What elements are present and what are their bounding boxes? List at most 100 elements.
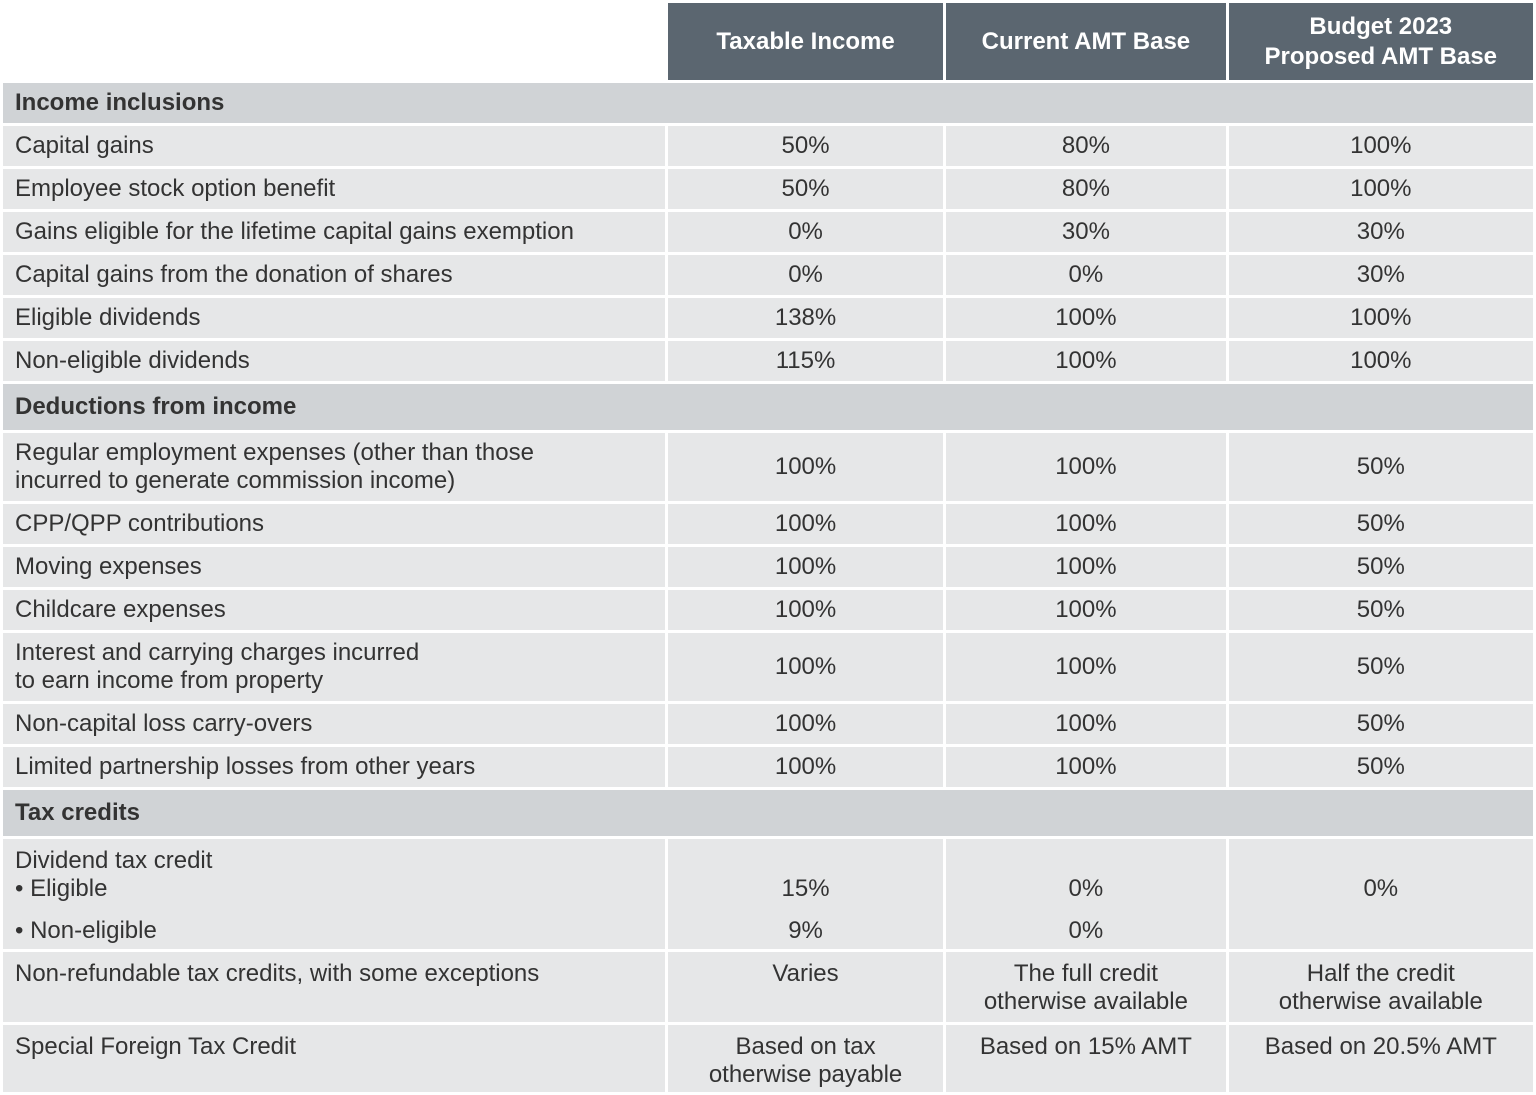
text-line: 100% — [774, 596, 837, 623]
value-cell: Based on 20.5% AMT — [1228, 1025, 1533, 1092]
sub-value: 0% — [1363, 875, 1399, 902]
value-cell: 100% — [1228, 126, 1533, 166]
text-line: 30% — [1356, 218, 1405, 245]
text-line: 50% — [1356, 510, 1405, 537]
value-cell: 50% — [1228, 547, 1533, 587]
text-line: 100% — [1055, 553, 1117, 580]
text-line: otherwise available — [983, 988, 1188, 1015]
text-line: 50% — [1356, 553, 1405, 580]
text-line: 80% — [1061, 132, 1110, 159]
sub-value: 15% — [781, 875, 830, 902]
table-row: Limited partnership losses from other ye… — [3, 747, 1533, 787]
value-cell: 100% — [946, 747, 1226, 787]
table-row: Capital gains 50% 80% 100% — [3, 126, 1533, 166]
value-cell: 100% — [667, 547, 944, 587]
text-line: to earn income from property — [15, 667, 324, 694]
text-line: 115% — [775, 347, 836, 374]
text-line: 100% — [774, 710, 837, 737]
value-cell: 50% — [1228, 704, 1533, 744]
value-cell: 0% — [667, 212, 944, 252]
header-taxable-income: Taxable Income — [667, 3, 944, 80]
text-line: Non-refundable tax credits, with some ex… — [15, 960, 540, 987]
text-line: Gains eligible for the lifetime capital … — [15, 218, 574, 245]
section-row: Tax credits — [3, 790, 1533, 836]
text-line: CPP/QPP contributions — [15, 510, 265, 537]
table-row: Capital gains from the donation of share… — [3, 255, 1533, 295]
value-cell: 100% — [667, 747, 944, 787]
value-cell: 0% — [1228, 839, 1533, 949]
value-cell: 0% — [667, 255, 944, 295]
value-cell: 50% — [1228, 633, 1533, 701]
table-row: Interest and carrying charges incurred to… — [3, 633, 1533, 701]
text-line: Budget 2023 — [1309, 12, 1453, 40]
text-line: Based on 20.5% AMT — [1264, 1033, 1497, 1060]
row-label: Non-eligible dividends — [3, 341, 665, 381]
value-cell: 138% — [667, 298, 944, 338]
table-row: Gains eligible for the lifetime capital … — [3, 212, 1533, 252]
value-cell: 100% — [946, 341, 1226, 381]
text-line: Childcare expenses — [15, 596, 226, 623]
value-cell: 30% — [1228, 255, 1533, 295]
text-line: 100% — [1055, 753, 1117, 780]
text-line: Proposed AMT Base — [1264, 42, 1498, 70]
text-line: 0% — [788, 218, 823, 245]
value-cell: 0% 0% — [946, 839, 1226, 949]
value-cell: Based on tax otherwise payable — [667, 1025, 944, 1092]
table-row: Non-refundable tax credits, with some ex… — [3, 952, 1533, 1022]
text-line: 100% — [1055, 596, 1117, 623]
header-current-amt-base: Current AMT Base — [946, 3, 1226, 80]
value-cell: 100% — [946, 547, 1226, 587]
table-row: Childcare expenses 100% 100% 50% — [3, 590, 1533, 630]
text-line: Half the credit — [1306, 960, 1455, 987]
value-cell: 100% — [667, 590, 944, 630]
row-label: Childcare expenses — [3, 590, 665, 630]
section-row: Deductions from income — [3, 384, 1533, 430]
value-cell: 50% — [667, 169, 944, 209]
text-line: The full credit — [1013, 960, 1158, 987]
text-line: otherwise payable — [708, 1061, 903, 1088]
value-cell: Varies — [667, 952, 944, 1022]
sub-value: 0% — [1068, 917, 1104, 944]
text-line: 50% — [781, 132, 830, 159]
row-label: Employee stock option benefit — [3, 169, 665, 209]
value-cell: 100% — [946, 298, 1226, 338]
text-line: Limited partnership losses from other ye… — [15, 753, 476, 780]
text-line: 100% — [1055, 453, 1117, 480]
text-line: Based on tax — [735, 1033, 876, 1060]
text-line: Based on 15% AMT — [979, 1033, 1192, 1060]
value-cell: 100% — [946, 633, 1226, 701]
sub-value — [1241, 917, 1521, 945]
value-cell: 50% — [667, 126, 944, 166]
row-label: Capital gains from the donation of share… — [3, 255, 665, 295]
value-cell: 115% — [667, 341, 944, 381]
table-row: Special Foreign Tax Credit Based on tax ot… — [3, 1025, 1533, 1092]
sub-label: • Eligible — [15, 875, 108, 902]
value-cell: 30% — [946, 212, 1226, 252]
text-line: 100% — [1055, 347, 1117, 374]
row-label: Dividend tax credit • Eligible • Non-eligi… — [3, 839, 665, 949]
section-title: Income inclusions — [3, 83, 1533, 123]
text-line: 30% — [1061, 218, 1110, 245]
value-cell: 100% — [946, 504, 1226, 544]
row-label: CPP/QPP contributions — [3, 504, 665, 544]
value-cell: 100% — [1228, 298, 1533, 338]
row-label: Eligible dividends — [3, 298, 665, 338]
table-row: Dividend tax credit • Eligible • Non-eligi… — [3, 839, 1533, 949]
text-line: 100% — [1055, 653, 1117, 680]
text-line: Special Foreign Tax Credit — [15, 1033, 297, 1060]
text-line: Employee stock option benefit — [15, 175, 336, 202]
text-line: 100% — [774, 453, 837, 480]
text-line: 50% — [1356, 710, 1405, 737]
table-row: Regular employment expenses (other than … — [3, 433, 1533, 501]
text-line: 50% — [1356, 653, 1405, 680]
text-line: Varies — [772, 960, 839, 987]
value-cell: 50% — [1228, 747, 1533, 787]
value-cell: 100% — [946, 433, 1226, 501]
table-row: Employee stock option benefit 50% 80% 100% — [3, 169, 1533, 209]
value-cell: 0% — [946, 255, 1226, 295]
text-line: Interest and carrying charges incurred — [15, 639, 420, 666]
text-line: 100% — [774, 553, 837, 580]
text-line: Capital gains from the donation of share… — [15, 261, 453, 288]
row-label: Regular employment expenses (other than … — [3, 433, 665, 501]
text-line: 100% — [1350, 175, 1412, 202]
